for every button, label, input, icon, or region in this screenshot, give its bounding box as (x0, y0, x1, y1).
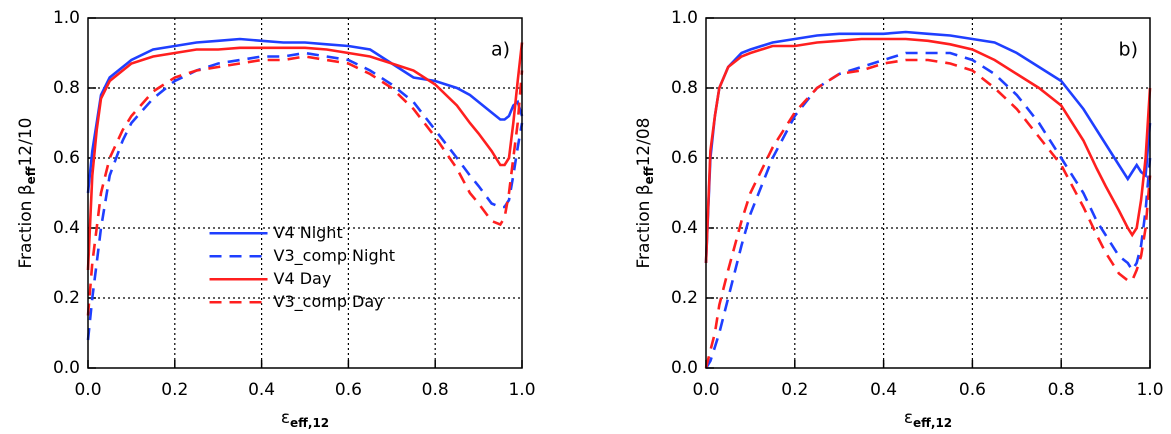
x-tick-label: 0.8 (1048, 380, 1075, 400)
panel-label: b) (1119, 39, 1138, 61)
y-tick-label: 0.6 (53, 148, 80, 168)
legend-label: V3_comp Night (274, 246, 396, 266)
y-label-text: Fraction β (16, 184, 36, 268)
x-tick-label: 0.4 (248, 380, 275, 400)
y-tick-label: 0.6 (671, 148, 698, 168)
x-label-subscript: eff,12 (913, 416, 952, 430)
x-tick-label: 1.0 (508, 380, 535, 400)
y-label-subscript: eff (24, 166, 38, 184)
x-label-symbol: ε (281, 408, 290, 428)
y-tick-label: 1.0 (671, 8, 698, 28)
x-tick-label: 0.6 (335, 380, 362, 400)
plot-frame (705, 17, 1151, 369)
series-line (704, 30, 1152, 264)
x-label-subscript: eff,12 (290, 416, 329, 430)
x-tick-label: 0.8 (422, 380, 449, 400)
y-label-rest: 12/08 (634, 118, 654, 167)
x-tick-label: 0.2 (161, 380, 188, 400)
x-axis-label: εeff,12 (904, 408, 952, 430)
y-tick-label: 1.0 (53, 8, 80, 28)
y-tick-label: 0.0 (671, 358, 698, 378)
y-tick-label: 0.2 (53, 288, 80, 308)
y-axis-label: Fraction βeff12/08 (634, 118, 656, 269)
plot-frame (87, 17, 523, 369)
panel-label: a) (491, 39, 510, 61)
x-axis-label: εeff,12 (281, 408, 329, 430)
y-tick-label: 0.8 (53, 78, 80, 98)
y-tick-label: 0.4 (53, 218, 80, 238)
x-tick-label: 0.2 (781, 380, 808, 400)
series-line (86, 51, 524, 341)
y-label-subscript: eff (642, 166, 656, 184)
x-tick-label: 0.0 (74, 380, 101, 400)
series-line (86, 42, 524, 271)
y-label-rest: 12/10 (16, 118, 36, 167)
series-line (86, 37, 524, 194)
legend-label: V3_comp Day (274, 292, 384, 312)
series-line (704, 37, 1152, 264)
y-tick-label: 0.0 (53, 358, 80, 378)
y-label-text: Fraction β (634, 184, 654, 268)
y-axis-label: Fraction βeff12/10 (16, 118, 38, 269)
x-tick-label: 0.0 (692, 380, 719, 400)
series-line (86, 55, 524, 316)
x-tick-label: 1.0 (1136, 380, 1163, 400)
series-line (704, 51, 1152, 369)
y-tick-label: 0.2 (671, 288, 698, 308)
x-tick-label: 0.4 (870, 380, 897, 400)
x-tick-label: 0.6 (959, 380, 986, 400)
x-label-symbol: ε (904, 408, 913, 428)
y-tick-label: 0.8 (671, 78, 698, 98)
legend-label: V4 Day (274, 269, 332, 288)
series-line (704, 58, 1152, 369)
legend-label: V4 Night (274, 223, 343, 242)
y-tick-label: 0.4 (671, 218, 698, 238)
